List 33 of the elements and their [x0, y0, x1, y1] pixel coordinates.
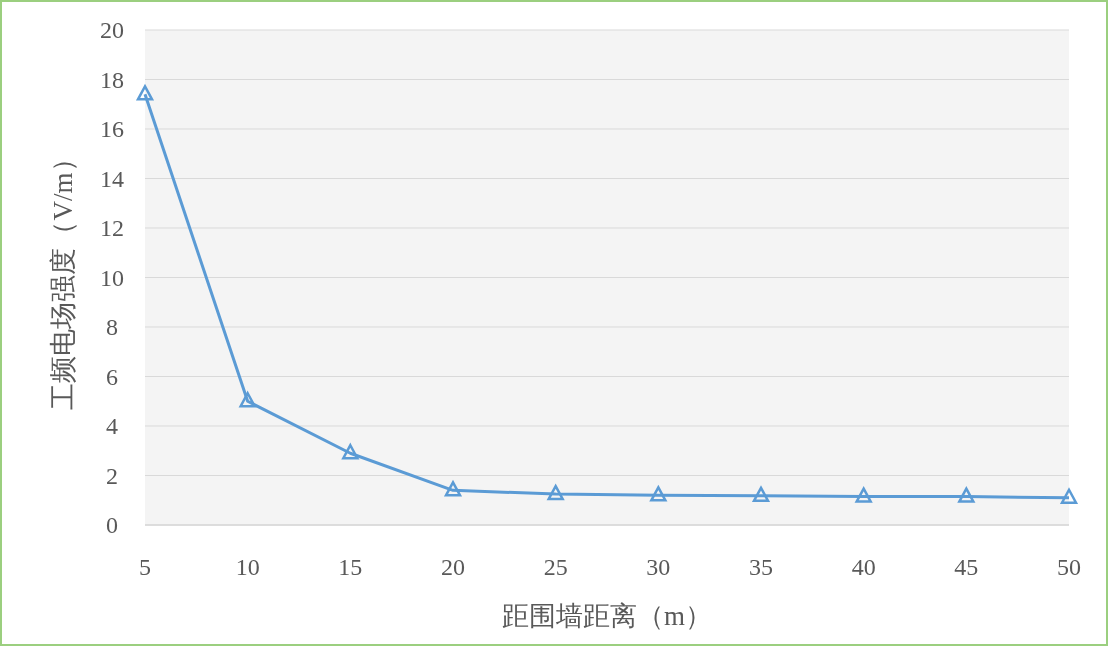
x-tick-label: 50	[1057, 554, 1081, 580]
y-tick-label: 6	[106, 363, 118, 390]
x-tick-label: 30	[646, 554, 671, 580]
y-tick-label: 16	[100, 116, 124, 142]
y-axis-title: 工频电场强度（V/m）	[48, 145, 78, 410]
x-tick-label: 25	[543, 554, 568, 580]
point	[650, 486, 667, 502]
point	[752, 486, 770, 503]
x-tick-label: 20	[441, 554, 465, 580]
y-tick-label: 20	[100, 17, 124, 43]
y-tick-label: 12	[100, 215, 124, 241]
x-tick-label: 45	[954, 554, 979, 580]
x-tick-label: 15	[338, 554, 363, 580]
point	[958, 487, 975, 503]
point	[547, 484, 564, 501]
y-tick-label: 0	[106, 512, 118, 538]
x-tick-label: 5	[139, 554, 151, 580]
y-tick-label: 4	[106, 413, 118, 439]
point	[444, 481, 462, 497]
y-tick-label: 2	[106, 462, 118, 489]
x-tick-label: 35	[749, 554, 773, 580]
x-tick-label: 40	[851, 554, 876, 580]
point	[342, 443, 359, 460]
y-tick-label: 10	[100, 264, 124, 291]
point	[1060, 488, 1078, 505]
y-tick-label: 14	[100, 165, 124, 192]
point	[855, 487, 872, 503]
point	[136, 85, 154, 101]
point	[239, 392, 256, 408]
x-tick-label: 10	[235, 554, 260, 580]
y-tick-label: 18	[100, 66, 124, 93]
x-axis-title: 距围墙距离（m）	[501, 601, 713, 631]
y-tick-label: 8	[106, 314, 118, 340]
